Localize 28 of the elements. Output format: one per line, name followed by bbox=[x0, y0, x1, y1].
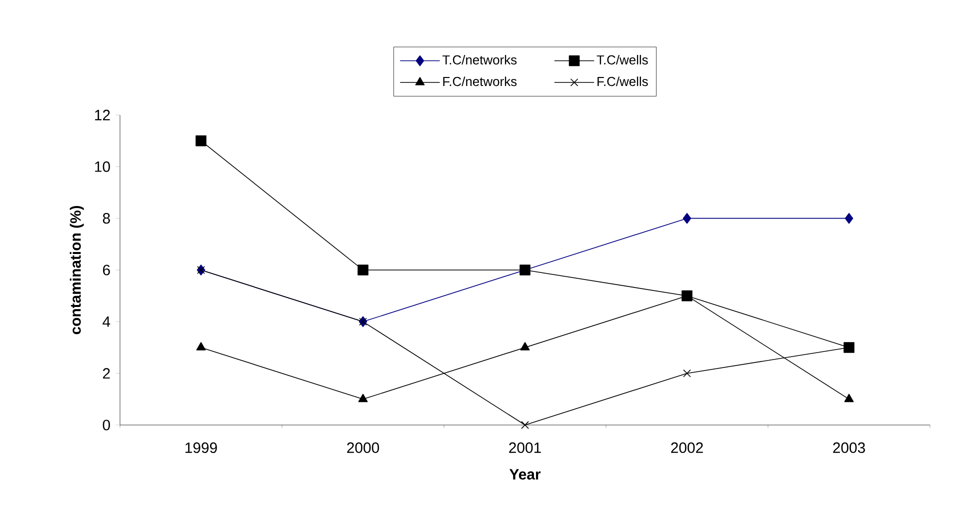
x-tick-label: 2001 bbox=[509, 442, 541, 454]
y-tick-label: 0 bbox=[102, 420, 110, 430]
x-tick-label: 1999 bbox=[186, 442, 217, 454]
point bbox=[844, 394, 854, 402]
x-tick-label: 2000 bbox=[347, 442, 380, 454]
point bbox=[521, 421, 529, 429]
x-tick-label: 2002 bbox=[671, 442, 703, 454]
point bbox=[682, 212, 692, 224]
point bbox=[683, 369, 691, 378]
point bbox=[358, 264, 368, 276]
point bbox=[196, 135, 206, 146]
y-tick-label: 6 bbox=[103, 264, 110, 276]
point bbox=[358, 394, 368, 402]
y-tick-label: 4 bbox=[102, 316, 110, 327]
y-tick-label: 12 bbox=[95, 110, 110, 120]
legend-label: T.C/networks bbox=[442, 54, 517, 64]
y-axis-title: contamination (%) bbox=[70, 206, 84, 334]
legend-label: T.C/wells bbox=[596, 54, 648, 64]
y-tick-label: 10 bbox=[95, 161, 110, 172]
y-tick-label: 8 bbox=[102, 213, 110, 224]
legend-label: F.C/wells bbox=[598, 76, 648, 86]
point bbox=[844, 212, 854, 224]
x-axis-title: Year bbox=[509, 469, 541, 480]
y-tick-label: 2 bbox=[103, 368, 110, 379]
point bbox=[196, 342, 206, 350]
point bbox=[520, 342, 530, 350]
x-tick-label: 2003 bbox=[833, 442, 865, 454]
legend-label: F.C/networks bbox=[443, 76, 517, 86]
